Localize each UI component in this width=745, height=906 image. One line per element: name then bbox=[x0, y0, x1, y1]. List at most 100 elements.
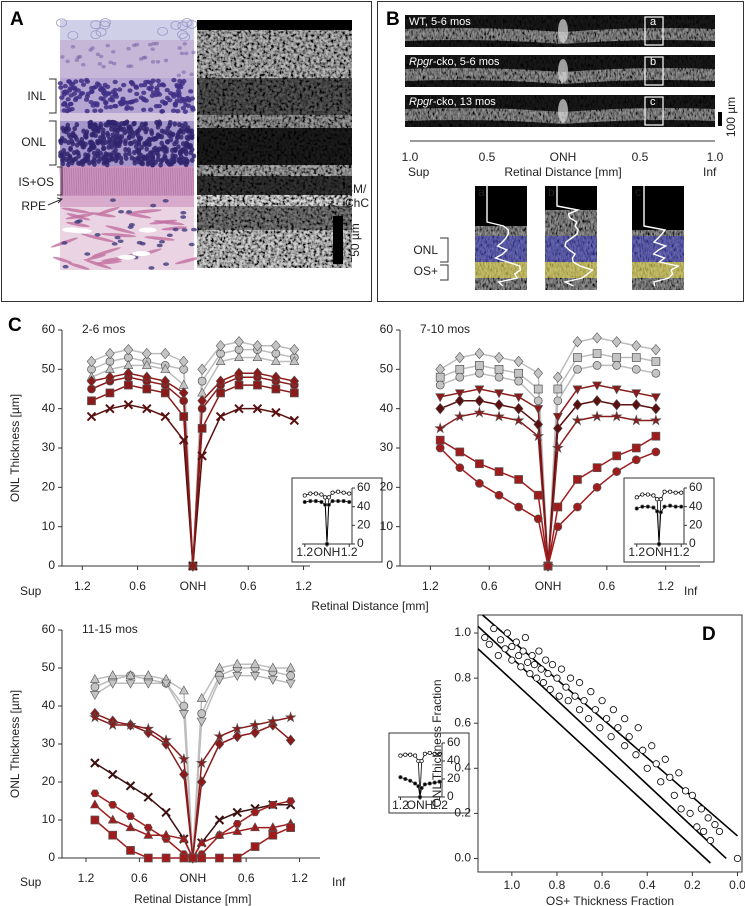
marker bbox=[142, 722, 155, 734]
segment bbox=[156, 167, 159, 196]
y-axis-label: ONL Thickness [µm] bbox=[8, 394, 22, 502]
nucleus bbox=[181, 78, 187, 84]
nucleus bbox=[69, 106, 75, 112]
marker bbox=[143, 792, 154, 802]
y-tick-label: 50 bbox=[380, 362, 394, 376]
point bbox=[553, 674, 561, 682]
marker bbox=[213, 730, 226, 742]
marker bbox=[435, 435, 445, 445]
marker bbox=[668, 503, 673, 508]
point bbox=[526, 670, 534, 678]
nucleus bbox=[76, 94, 83, 100]
marker bbox=[214, 662, 225, 672]
marker bbox=[572, 336, 583, 348]
cell bbox=[108, 60, 113, 65]
marker bbox=[631, 455, 641, 465]
nucleus bbox=[68, 134, 73, 140]
segment bbox=[115, 167, 118, 196]
segment bbox=[100, 167, 102, 196]
nucleus bbox=[109, 198, 116, 202]
nucleus bbox=[177, 122, 182, 128]
point bbox=[587, 688, 595, 696]
nucleus bbox=[172, 227, 179, 232]
marker bbox=[197, 451, 207, 461]
y-tick-label: 10 bbox=[42, 812, 56, 826]
marker bbox=[494, 364, 504, 374]
segment bbox=[84, 167, 87, 196]
nucleus bbox=[111, 242, 118, 246]
scale-label: 50 µm bbox=[348, 223, 362, 257]
point bbox=[575, 679, 584, 687]
scale-bar bbox=[333, 216, 343, 264]
cell bbox=[181, 18, 193, 27]
onl-band bbox=[545, 236, 597, 262]
cell bbox=[151, 41, 156, 46]
marker bbox=[651, 447, 661, 457]
layer-label: ChC bbox=[345, 196, 369, 210]
marker bbox=[347, 491, 352, 496]
nucleus bbox=[162, 153, 168, 159]
marker bbox=[611, 385, 622, 395]
nucleus bbox=[146, 86, 152, 91]
nucleus bbox=[65, 122, 71, 128]
marker bbox=[435, 372, 445, 382]
panel-b-frame bbox=[377, 1, 744, 302]
nucleus bbox=[88, 99, 94, 105]
marker bbox=[250, 808, 260, 817]
streak bbox=[149, 219, 178, 225]
nucleus bbox=[119, 126, 124, 132]
nucleus bbox=[124, 104, 131, 110]
streak bbox=[89, 212, 116, 218]
marker bbox=[553, 396, 563, 406]
x-tick-label: 1.2 bbox=[341, 545, 358, 559]
nucleus bbox=[76, 153, 82, 159]
cell bbox=[105, 43, 110, 48]
marker bbox=[143, 670, 154, 680]
nucleus bbox=[110, 89, 116, 95]
nucleus bbox=[158, 162, 163, 168]
marker bbox=[553, 422, 563, 434]
nucleus bbox=[67, 86, 73, 91]
segment bbox=[93, 167, 96, 196]
nucleus bbox=[60, 157, 65, 163]
marker bbox=[141, 359, 152, 369]
marker bbox=[105, 388, 115, 398]
marker bbox=[631, 364, 641, 374]
marker bbox=[658, 510, 663, 515]
marker bbox=[432, 751, 437, 756]
marker bbox=[474, 395, 485, 407]
cell bbox=[90, 30, 102, 40]
subpanel-label: c bbox=[635, 185, 641, 199]
y-tick-label: 0.2 bbox=[454, 806, 471, 820]
marker bbox=[126, 812, 135, 820]
cell bbox=[176, 73, 182, 78]
nucleus bbox=[125, 128, 130, 134]
nucleus bbox=[112, 79, 118, 85]
nucleus bbox=[112, 127, 117, 133]
nucleus bbox=[123, 140, 128, 146]
segment bbox=[131, 167, 134, 196]
nucleus bbox=[139, 144, 145, 150]
marker bbox=[323, 495, 328, 500]
point bbox=[632, 751, 640, 759]
marker bbox=[474, 385, 485, 395]
marker bbox=[655, 509, 660, 514]
cell bbox=[95, 27, 107, 37]
nucleus bbox=[117, 142, 122, 148]
marker bbox=[126, 846, 135, 855]
y-tick-label: 0 bbox=[386, 558, 393, 572]
marker bbox=[178, 355, 189, 368]
marker bbox=[253, 380, 262, 390]
cell bbox=[150, 60, 156, 64]
nucleus bbox=[184, 134, 190, 141]
nucleus bbox=[72, 97, 79, 103]
point bbox=[539, 679, 548, 687]
segment bbox=[185, 167, 188, 196]
marker bbox=[143, 853, 153, 863]
cell bbox=[182, 41, 187, 46]
marker bbox=[634, 495, 639, 500]
nucleus bbox=[165, 139, 171, 145]
nucleus bbox=[65, 97, 71, 102]
segment bbox=[138, 167, 141, 196]
marker bbox=[107, 679, 118, 689]
